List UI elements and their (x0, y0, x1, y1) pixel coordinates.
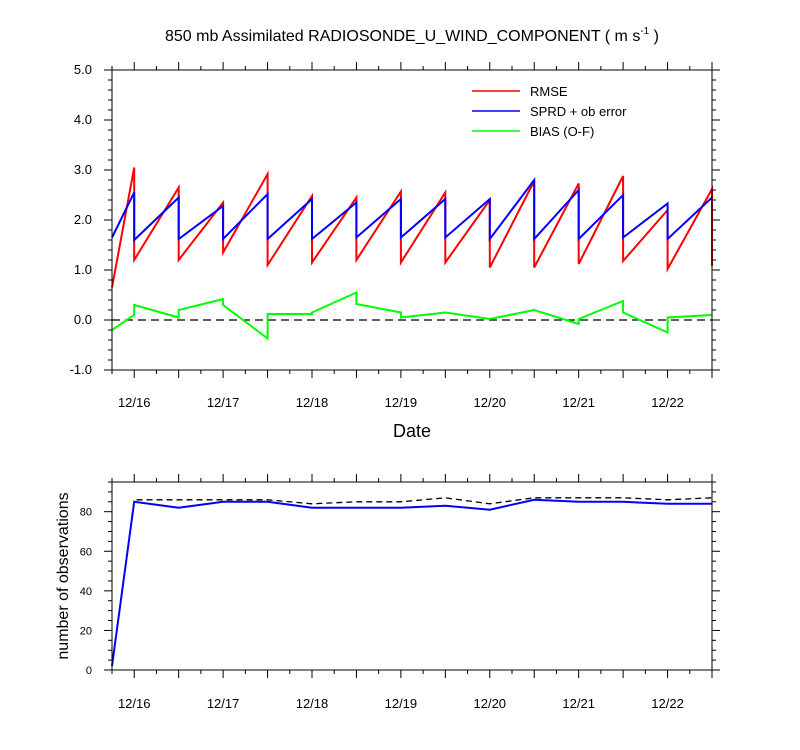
legend-label-rmse: RMSE (530, 84, 568, 99)
x-tick-label: 12/19 (385, 395, 418, 410)
y-axis-label: number of observations (55, 492, 72, 659)
chart-title: 850 mb Assimilated RADIOSONDE_U_WIND_COM… (165, 26, 659, 45)
x-tick-label: 12/18 (296, 395, 329, 410)
bottom-y-tick-labels: 0 20 40 60 80 (80, 507, 92, 677)
bottom-ticks (104, 474, 720, 678)
x-tick-label: 12/17 (207, 696, 240, 711)
x-tick-label: 12/22 (651, 696, 684, 711)
x-tick-label: 12/20 (474, 696, 507, 711)
x-tick-label: 12/19 (385, 696, 418, 711)
top-y-tick-labels: -1.0 0.0 1.0 2.0 3.0 4.0 5.0 (70, 62, 92, 377)
y-tick-label: 3.0 (74, 162, 92, 177)
x-axis-label: Date (393, 421, 431, 441)
legend: RMSE SPRD + ob error BIAS (O-F) (472, 84, 627, 139)
y-tick-label: 40 (80, 586, 92, 598)
y-tick-label: 1.0 (74, 262, 92, 277)
bottom-x-tick-labels: 12/16 12/17 12/18 12/19 12/20 12/21 12/22 (118, 696, 684, 711)
y-tick-label: 20 (80, 625, 92, 637)
x-tick-label: 12/16 (118, 696, 151, 711)
legend-label-bias: BIAS (O-F) (530, 124, 594, 139)
y-tick-label: 80 (80, 507, 92, 519)
y-tick-label: 4.0 (74, 112, 92, 127)
series-possible (111, 497, 713, 667)
series-bias-o-f (111, 290, 713, 341)
x-tick-label: 12/20 (474, 395, 507, 410)
bottom-plot-frame (111, 481, 713, 671)
y-tick-label: 60 (80, 546, 92, 558)
series-sprd-ob-error (111, 177, 713, 243)
observation-lines (111, 497, 713, 667)
y-tick-label: 0.0 (74, 312, 92, 327)
x-tick-label: 12/21 (562, 395, 595, 410)
series-used (111, 498, 712, 667)
y-tick-label: 2.0 (74, 212, 92, 227)
x-tick-label: 12/22 (651, 395, 684, 410)
top-x-tick-labels: 12/16 12/17 12/18 12/19 12/20 12/21 12/22 (118, 395, 684, 410)
top-ticks (104, 62, 720, 378)
legend-label-sprd: SPRD + ob error (530, 104, 627, 119)
y-tick-label: 5.0 (74, 62, 92, 77)
x-tick-label: 12/17 (207, 395, 240, 410)
y-tick-label: -1.0 (70, 362, 92, 377)
x-tick-label: 12/16 (118, 395, 151, 410)
y-tick-label: 0 (86, 665, 92, 677)
x-tick-label: 12/18 (296, 696, 329, 711)
x-tick-label: 12/21 (562, 696, 595, 711)
rmse-panel: 850 mb Assimilated RADIOSONDE_U_WIND_COM… (70, 26, 720, 441)
observations-panel: 0 20 40 60 80 12/16 12/17 12/18 12/19 12/20 12/21… (55, 474, 720, 711)
series-lines (111, 167, 713, 341)
